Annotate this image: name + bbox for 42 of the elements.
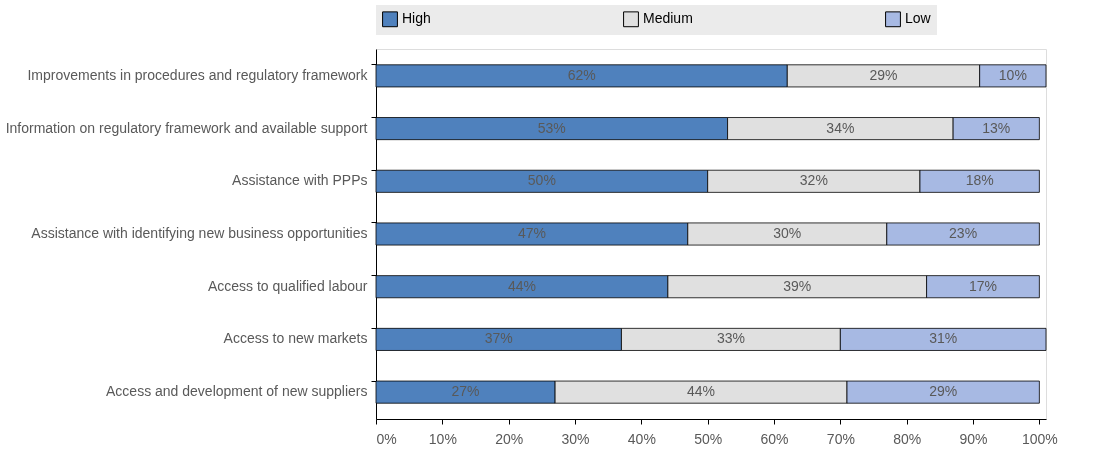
y-tick-label: Improvements in procedures and regulatory framework bbox=[27, 66, 369, 83]
data-label: 44% bbox=[687, 383, 716, 400]
data-label: 62% bbox=[567, 66, 596, 83]
data-label: 53% bbox=[537, 119, 566, 136]
data-label: 29% bbox=[869, 66, 898, 83]
x-tick-label: 20% bbox=[495, 430, 524, 447]
data-label: 33% bbox=[716, 330, 745, 347]
data-label: 39% bbox=[783, 277, 812, 294]
x-tick-label: 60% bbox=[760, 430, 789, 447]
x-tick-label: 30% bbox=[561, 430, 590, 447]
x-tick-label: 100% bbox=[1021, 430, 1058, 447]
data-label: 50% bbox=[527, 172, 556, 189]
x-tick-label: 40% bbox=[627, 430, 656, 447]
y-tick-label: Information on regulatory framework and available support bbox=[5, 119, 368, 136]
x-tick-label: 70% bbox=[826, 430, 855, 447]
x-tick-label: 80% bbox=[893, 430, 922, 447]
data-label: 17% bbox=[968, 277, 997, 294]
y-tick-label: Access to new markets bbox=[223, 330, 368, 347]
data-label: 27% bbox=[451, 383, 480, 400]
data-label: 29% bbox=[929, 383, 958, 400]
x-tick-label: 50% bbox=[694, 430, 723, 447]
data-label: 44% bbox=[507, 277, 536, 294]
data-label: 31% bbox=[929, 330, 958, 347]
y-tick-label: Assistance with identifying new business opportunities bbox=[31, 225, 368, 241]
legend-label: High bbox=[402, 10, 431, 27]
x-tick-label: 10% bbox=[428, 430, 457, 447]
y-tick-label: Assistance with PPPs bbox=[232, 172, 368, 189]
x-tick-label: 90% bbox=[959, 430, 988, 447]
data-label: 30% bbox=[773, 225, 802, 241]
legend-label: Medium bbox=[643, 10, 693, 27]
data-label: 10% bbox=[998, 66, 1027, 83]
legend-label: Low bbox=[905, 10, 932, 27]
data-label: 23% bbox=[949, 225, 978, 241]
y-tick-label: Access and development of new suppliers bbox=[106, 383, 368, 400]
data-label: 13% bbox=[982, 119, 1011, 136]
data-label: 47% bbox=[517, 225, 546, 241]
data-label: 18% bbox=[965, 172, 994, 189]
y-tick-label: Access to qualified labour bbox=[207, 277, 368, 294]
data-label: 32% bbox=[799, 172, 828, 189]
x-tick-label: 0% bbox=[376, 430, 397, 447]
data-label: 34% bbox=[826, 119, 855, 136]
data-label: 37% bbox=[484, 330, 513, 347]
